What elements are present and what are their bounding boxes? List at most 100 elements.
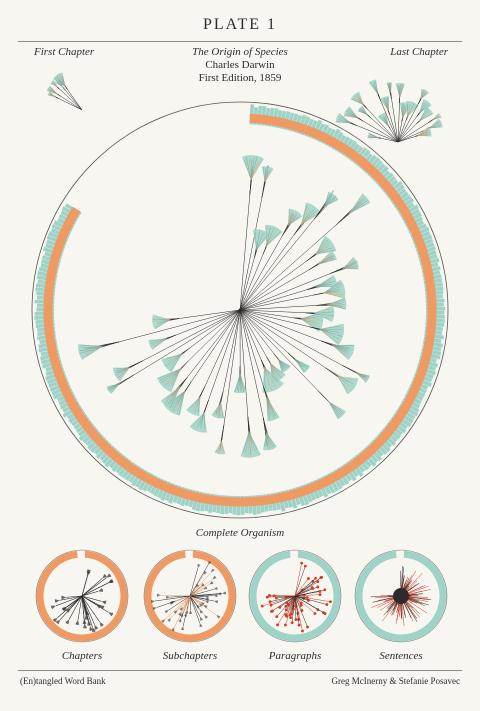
chapters-fan (50, 605, 56, 610)
chapters-fan (87, 569, 91, 575)
last-branch (397, 97, 400, 143)
main-leaf-fan (163, 391, 185, 416)
chapters-fan (84, 614, 89, 620)
main-branch (239, 309, 333, 346)
last-leaf-fan (377, 112, 389, 127)
subchapters-fan (204, 597, 209, 601)
paragraphs-branch (294, 595, 300, 626)
main-branch (239, 246, 267, 311)
main-branch (239, 206, 325, 311)
main-branch (239, 309, 267, 398)
subchapters-branch (175, 595, 191, 602)
paragraphs-branch (270, 595, 296, 606)
subchapters-fan (165, 595, 170, 599)
header-rule (18, 41, 462, 42)
chapters-branch (60, 595, 83, 620)
paragraphs-node (299, 603, 303, 607)
paragraphs-node (269, 603, 273, 607)
footer-project-name: (En)tangled Word Bank (20, 676, 106, 686)
small-boundary-circle (143, 549, 237, 643)
main-leaf-fan (161, 353, 183, 373)
main-branch (239, 179, 252, 311)
paragraphs-branch (285, 595, 296, 626)
chapters-fan (62, 606, 68, 611)
chapters-fan (101, 600, 107, 605)
chapters-fan (94, 624, 99, 630)
paragraphs-branch (277, 595, 296, 626)
main-leaf-fan (313, 305, 335, 323)
main-leaf-fan (233, 373, 247, 394)
main-leaf-fan (214, 440, 226, 455)
paragraphs-node (285, 601, 289, 605)
subchapters-fan (203, 586, 208, 590)
subchapters-fan (213, 594, 218, 598)
subchapters-fan (200, 602, 205, 606)
last-leaf-fan (429, 118, 443, 129)
paragraphs-node (290, 621, 294, 625)
main-leaf-fan (323, 279, 346, 299)
paragraphs-branch (286, 595, 296, 603)
last-chapter-tree (335, 79, 443, 143)
last-leaf-fan (417, 126, 432, 137)
last-branch (397, 119, 433, 143)
main-leaf-fan (278, 359, 291, 373)
last-branch (377, 94, 399, 143)
main-leaf-fan (160, 386, 181, 409)
subchapters-fan (161, 619, 165, 623)
paragraphs-node (311, 579, 315, 583)
paragraphs-node (276, 623, 279, 627)
subchapters-branch (177, 595, 191, 611)
subchapters-fan (204, 614, 208, 619)
paragraphs-node (323, 612, 327, 616)
paragraphs-node (318, 593, 322, 597)
subchapters-branch (189, 564, 209, 597)
last-leaf-fan (419, 99, 432, 114)
chapters-fan (96, 604, 102, 609)
subchapters-fan (195, 583, 200, 588)
first-branch (55, 96, 83, 111)
main-leaf-fan (152, 314, 171, 330)
main-branch (239, 309, 295, 360)
paragraphs-branch (294, 566, 306, 597)
main-leaf-fan (332, 344, 355, 361)
chapters-fan (89, 625, 94, 631)
chapters-branch (81, 578, 103, 597)
main-branch (239, 250, 257, 311)
chapters-fan (65, 608, 71, 613)
footer-authors: Greg McInerny & Stefanie Posavec (331, 676, 460, 686)
first-leaf-fan (53, 72, 66, 87)
subchapters-fan (204, 600, 209, 604)
first-chapter-tree (46, 72, 83, 111)
main-branch (180, 309, 241, 369)
main-branch (239, 181, 266, 311)
paragraphs-node (271, 609, 274, 613)
book-author: Charles Darwin (205, 59, 275, 71)
chapters-fan (85, 610, 90, 616)
main-branch (184, 309, 241, 392)
paragraphs-node (325, 603, 329, 606)
chapters-branch (81, 591, 99, 597)
chapters-branch (77, 595, 83, 620)
subchapters-branch (189, 595, 217, 616)
main-leaf-fan (315, 235, 336, 255)
last-leaf-fan (335, 112, 352, 124)
last-leaf-fan (420, 88, 430, 99)
paragraphs-node (268, 593, 272, 597)
subchapters-fan (213, 586, 218, 590)
main-leaf-fan (211, 402, 225, 419)
subchapters-fan (214, 600, 219, 604)
last-branch (397, 118, 403, 143)
chapters-caption: Chapters (61, 650, 103, 662)
chapters-fan (54, 599, 60, 604)
main-branch (239, 309, 329, 402)
paragraphs-node (300, 561, 304, 565)
subchapters-branch (189, 586, 201, 597)
last-branch (397, 98, 422, 143)
subchapters-fan (200, 583, 205, 587)
paragraphs-node (307, 577, 310, 580)
main-leaf-fan (148, 338, 168, 350)
subchapters-fan (199, 609, 203, 614)
subchapters-fan (196, 604, 200, 609)
chapters-fan (75, 619, 80, 625)
